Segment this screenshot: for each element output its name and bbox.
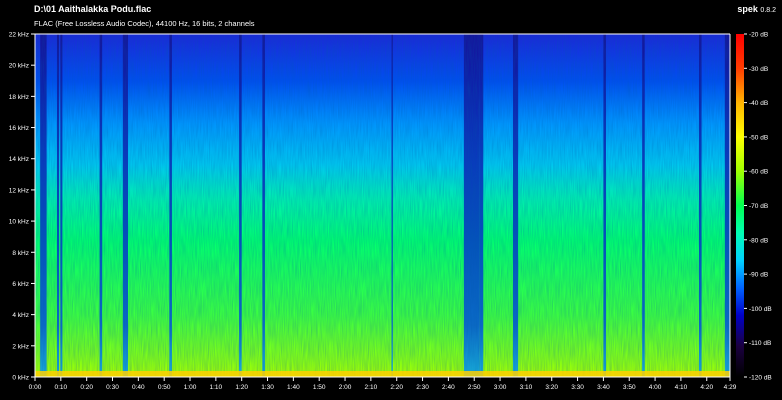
time-tick-label: 2:00 (339, 384, 352, 391)
time-tick-label: 2:40 (442, 384, 455, 391)
app-name: spek 0.8.2 (737, 4, 776, 14)
db-tick-label: -30 dB (749, 66, 768, 73)
time-tick-label: 1:30 (261, 384, 274, 391)
frequency-tick-label: 2 kHz (12, 343, 29, 350)
frequency-tick-label: 4 kHz (12, 312, 29, 319)
time-tick-label: 0:20 (80, 384, 93, 391)
time-tick-label: 2:50 (468, 384, 481, 391)
time-tick-label: 3:40 (597, 384, 610, 391)
app-version: 0.8.2 (760, 7, 776, 14)
time-tick-label: 3:30 (571, 384, 584, 391)
time-tick-label: 1:20 (235, 384, 248, 391)
frequency-tick-label: 8 kHz (12, 250, 29, 257)
time-tick-label: 0:40 (132, 384, 145, 391)
time-tick-label: 3:50 (623, 384, 636, 391)
db-tick-label: -80 dB (749, 237, 768, 244)
file-info: FLAC (Free Lossless Audio Codec), 44100 … (34, 19, 255, 28)
frequency-tick-label: 0 kHz (12, 375, 29, 382)
db-tick-label: -120 dB (749, 375, 772, 382)
spectrogram-axes: 0 kHz 2 kHz 4 kHz 6 kHz 8 kHz 10 kHz 12 kHz 14 … (9, 32, 737, 392)
frequency-tick-label: 20 kHz (9, 63, 29, 70)
time-tick-label: 3:10 (520, 384, 533, 391)
frequency-tick-label: 14 kHz (9, 156, 29, 163)
time-tick-label: 2:20 (390, 384, 403, 391)
file-title: D:\01 Aaithalakka Podu.flac (34, 4, 152, 14)
time-tick-label: 2:10 (365, 384, 378, 391)
time-tick-label: 4:29 (724, 384, 737, 391)
db-tick-label: -90 dB (749, 272, 768, 279)
frequency-tick-label: 18 kHz (9, 94, 29, 101)
time-tick-label: 1:40 (287, 384, 300, 391)
frequency-tick-label: 12 kHz (9, 187, 29, 194)
spectrogram-image (35, 34, 730, 377)
db-tick-label: -70 dB (749, 203, 768, 210)
db-tick-label: -20 dB (749, 32, 768, 39)
frequency-tick-label: 10 kHz (9, 219, 29, 226)
time-tick-label: 3:20 (545, 384, 558, 391)
time-tick-label: 4:10 (675, 384, 688, 391)
db-tick-label: -110 dB (749, 340, 771, 347)
time-tick-label: 3:00 (494, 384, 507, 391)
time-tick-label: 0:30 (106, 384, 119, 391)
frequency-tick-label: 6 kHz (12, 281, 29, 288)
frequency-tick-label: 22 kHz (9, 32, 29, 39)
db-tick-label: -50 dB (749, 134, 768, 141)
time-tick-label: 1:10 (210, 384, 223, 391)
time-tick-label: 0:10 (55, 384, 68, 391)
db-scale-bar (736, 34, 744, 377)
db-color-scale: -20 dB -30 dB -40 dB -50 dB -60 dB -70 dB -80 … (736, 32, 772, 382)
spectrogram-texture (35, 34, 730, 377)
db-tick-label: -40 dB (749, 100, 768, 107)
spectrogram-low-band (35, 371, 730, 377)
time-tick-label: 1:50 (313, 384, 326, 391)
frequency-tick-label: 16 kHz (9, 125, 29, 132)
db-tick-label: -100 dB (749, 306, 772, 313)
time-tick-label: 0:50 (158, 384, 171, 391)
time-tick-label: 4:00 (649, 384, 662, 391)
db-tick-label: -60 dB (749, 169, 768, 176)
time-tick-label: 4:20 (700, 384, 713, 391)
time-tick-label: 0:00 (29, 384, 42, 391)
time-tick-label: 2:30 (416, 384, 429, 391)
time-tick-label: 1:00 (184, 384, 197, 391)
app-name-label: spek (737, 4, 758, 14)
